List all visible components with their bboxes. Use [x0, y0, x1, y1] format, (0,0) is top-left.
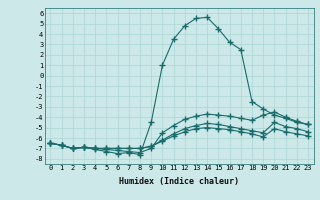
X-axis label: Humidex (Indice chaleur): Humidex (Indice chaleur) — [119, 177, 239, 186]
